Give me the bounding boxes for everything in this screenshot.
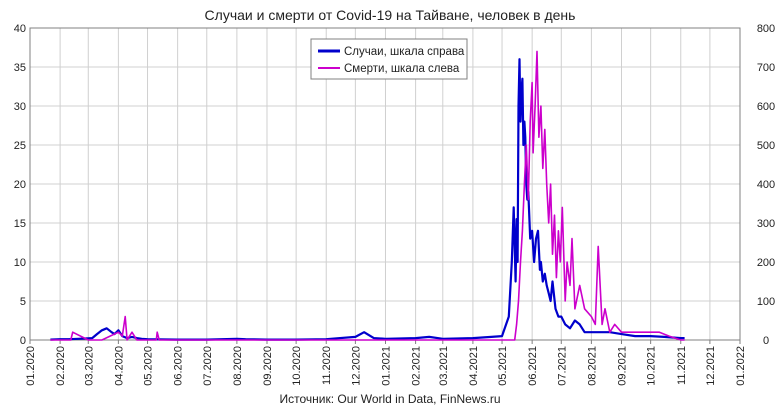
y-right-tick-label: 200: [757, 257, 775, 269]
legend-label-cases: Случаи, шкала справа: [344, 46, 465, 58]
y-right-tick-label: 800: [757, 23, 775, 35]
x-tick-label: 06.2020: [173, 346, 185, 386]
x-tick-label: 07.2020: [202, 346, 214, 386]
source-note: Источник: Our World in Data, FinNews.ru: [279, 392, 500, 406]
x-tick-label: 11.2021: [676, 346, 688, 385]
x-tick-label: 12.2020: [350, 346, 362, 386]
y-right-tick-label: 0: [763, 335, 769, 347]
x-tick-label: 02.2021: [411, 346, 423, 386]
left-axis: 0 5 10 15 20 25 30 35 40: [14, 23, 26, 347]
y-right-tick-label: 500: [757, 140, 775, 152]
right-axis: 0 100 200 300 400 500 600 700 800: [757, 23, 775, 347]
grid: [29, 27, 741, 341]
y-left-tick-label: 0: [20, 335, 26, 347]
x-tick-label: 01.2020: [25, 346, 37, 386]
y-left-tick-label: 5: [20, 296, 26, 308]
legend-label-deaths: Смерти, шкала слева: [344, 63, 460, 75]
x-tick-label: 09.2021: [617, 346, 629, 386]
y-right-tick-label: 100: [757, 296, 775, 308]
x-tick-label: 04.2021: [468, 346, 480, 386]
x-tick-label: 12.2021: [705, 346, 717, 386]
series-line-deaths: [50, 50, 685, 341]
x-tick-label: 05.2021: [497, 346, 509, 386]
x-tick-label: 09.2020: [262, 346, 274, 386]
x-tick-label: 11.2020: [321, 346, 333, 385]
x-tick-label: 10.2021: [646, 346, 658, 386]
x-tick-label: 08.2021: [586, 346, 598, 386]
x-tick-label: 05.2020: [143, 346, 155, 386]
x-tick-label: 04.2020: [113, 346, 125, 386]
y-left-tick-label: 15: [14, 218, 26, 230]
y-right-tick-label: 600: [757, 101, 775, 113]
y-left-tick-label: 30: [14, 101, 26, 113]
y-left-tick-label: 40: [14, 23, 26, 35]
y-left-tick-label: 10: [14, 257, 26, 269]
x-axis: 01.2020 02.2020 03.2020 04.2020 05.2020 06.20…: [25, 340, 747, 386]
x-tick-label: 06.2021: [527, 346, 539, 386]
x-tick-label: 10.2020: [291, 346, 303, 386]
x-tick-label: 03.2020: [83, 346, 95, 386]
series-layer: [50, 50, 685, 341]
x-tick-label: 02.2020: [55, 346, 67, 386]
y-left-tick-label: 35: [14, 62, 26, 74]
x-tick-label: 03.2021: [438, 346, 450, 386]
y-left-tick-label: 25: [14, 140, 26, 152]
x-tick-label: 08.2020: [232, 346, 244, 386]
x-tick-label: 07.2021: [556, 346, 568, 386]
legend-box: [310, 38, 468, 80]
y-right-tick-label: 700: [757, 62, 775, 74]
legend: Случаи, шкала справа Смерти, шкала слева: [310, 38, 468, 80]
x-tick-label: 01.2022: [735, 346, 747, 386]
y-right-tick-label: 300: [757, 218, 775, 230]
series-line-cases: [50, 58, 685, 341]
y-left-tick-label: 20: [14, 179, 26, 191]
y-right-tick-label: 400: [757, 179, 775, 191]
chart-title: Случаи и смерти от Covid-19 на Тайване, …: [205, 7, 576, 23]
x-tick-label: 01.2021: [380, 346, 392, 386]
